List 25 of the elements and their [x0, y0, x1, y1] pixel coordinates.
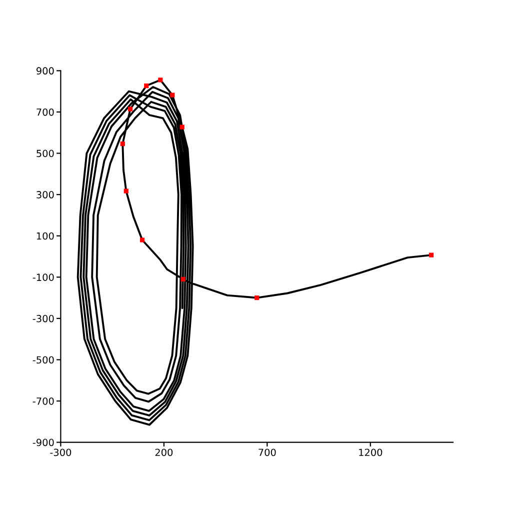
point — [144, 83, 149, 88]
point — [120, 141, 125, 146]
y-tick-label: -500 — [32, 356, 54, 364]
y-tick-label: 300 — [36, 191, 54, 198]
point — [180, 124, 184, 130]
x-tick-label: 700 — [258, 448, 276, 456]
point — [254, 295, 260, 300]
point — [429, 252, 434, 258]
point — [170, 92, 175, 98]
y-tick-label: 100 — [36, 232, 54, 240]
point — [180, 276, 186, 282]
y-tick-label: -900 — [32, 438, 54, 446]
y-tick-label: 900 — [36, 67, 54, 75]
x-tick-label: -300 — [50, 448, 72, 456]
point — [158, 78, 163, 82]
x-tick-label: 1200 — [359, 448, 382, 456]
point — [140, 238, 145, 242]
y-tick-label: -300 — [32, 314, 54, 322]
point — [128, 106, 133, 112]
point — [124, 188, 128, 194]
y-tick-label: -100 — [32, 274, 54, 281]
y-tick-label: 500 — [36, 150, 54, 158]
x-tick-label: 200 — [155, 448, 173, 456]
y-tick-label: -700 — [32, 397, 54, 405]
y-tick-label: 700 — [36, 108, 54, 116]
